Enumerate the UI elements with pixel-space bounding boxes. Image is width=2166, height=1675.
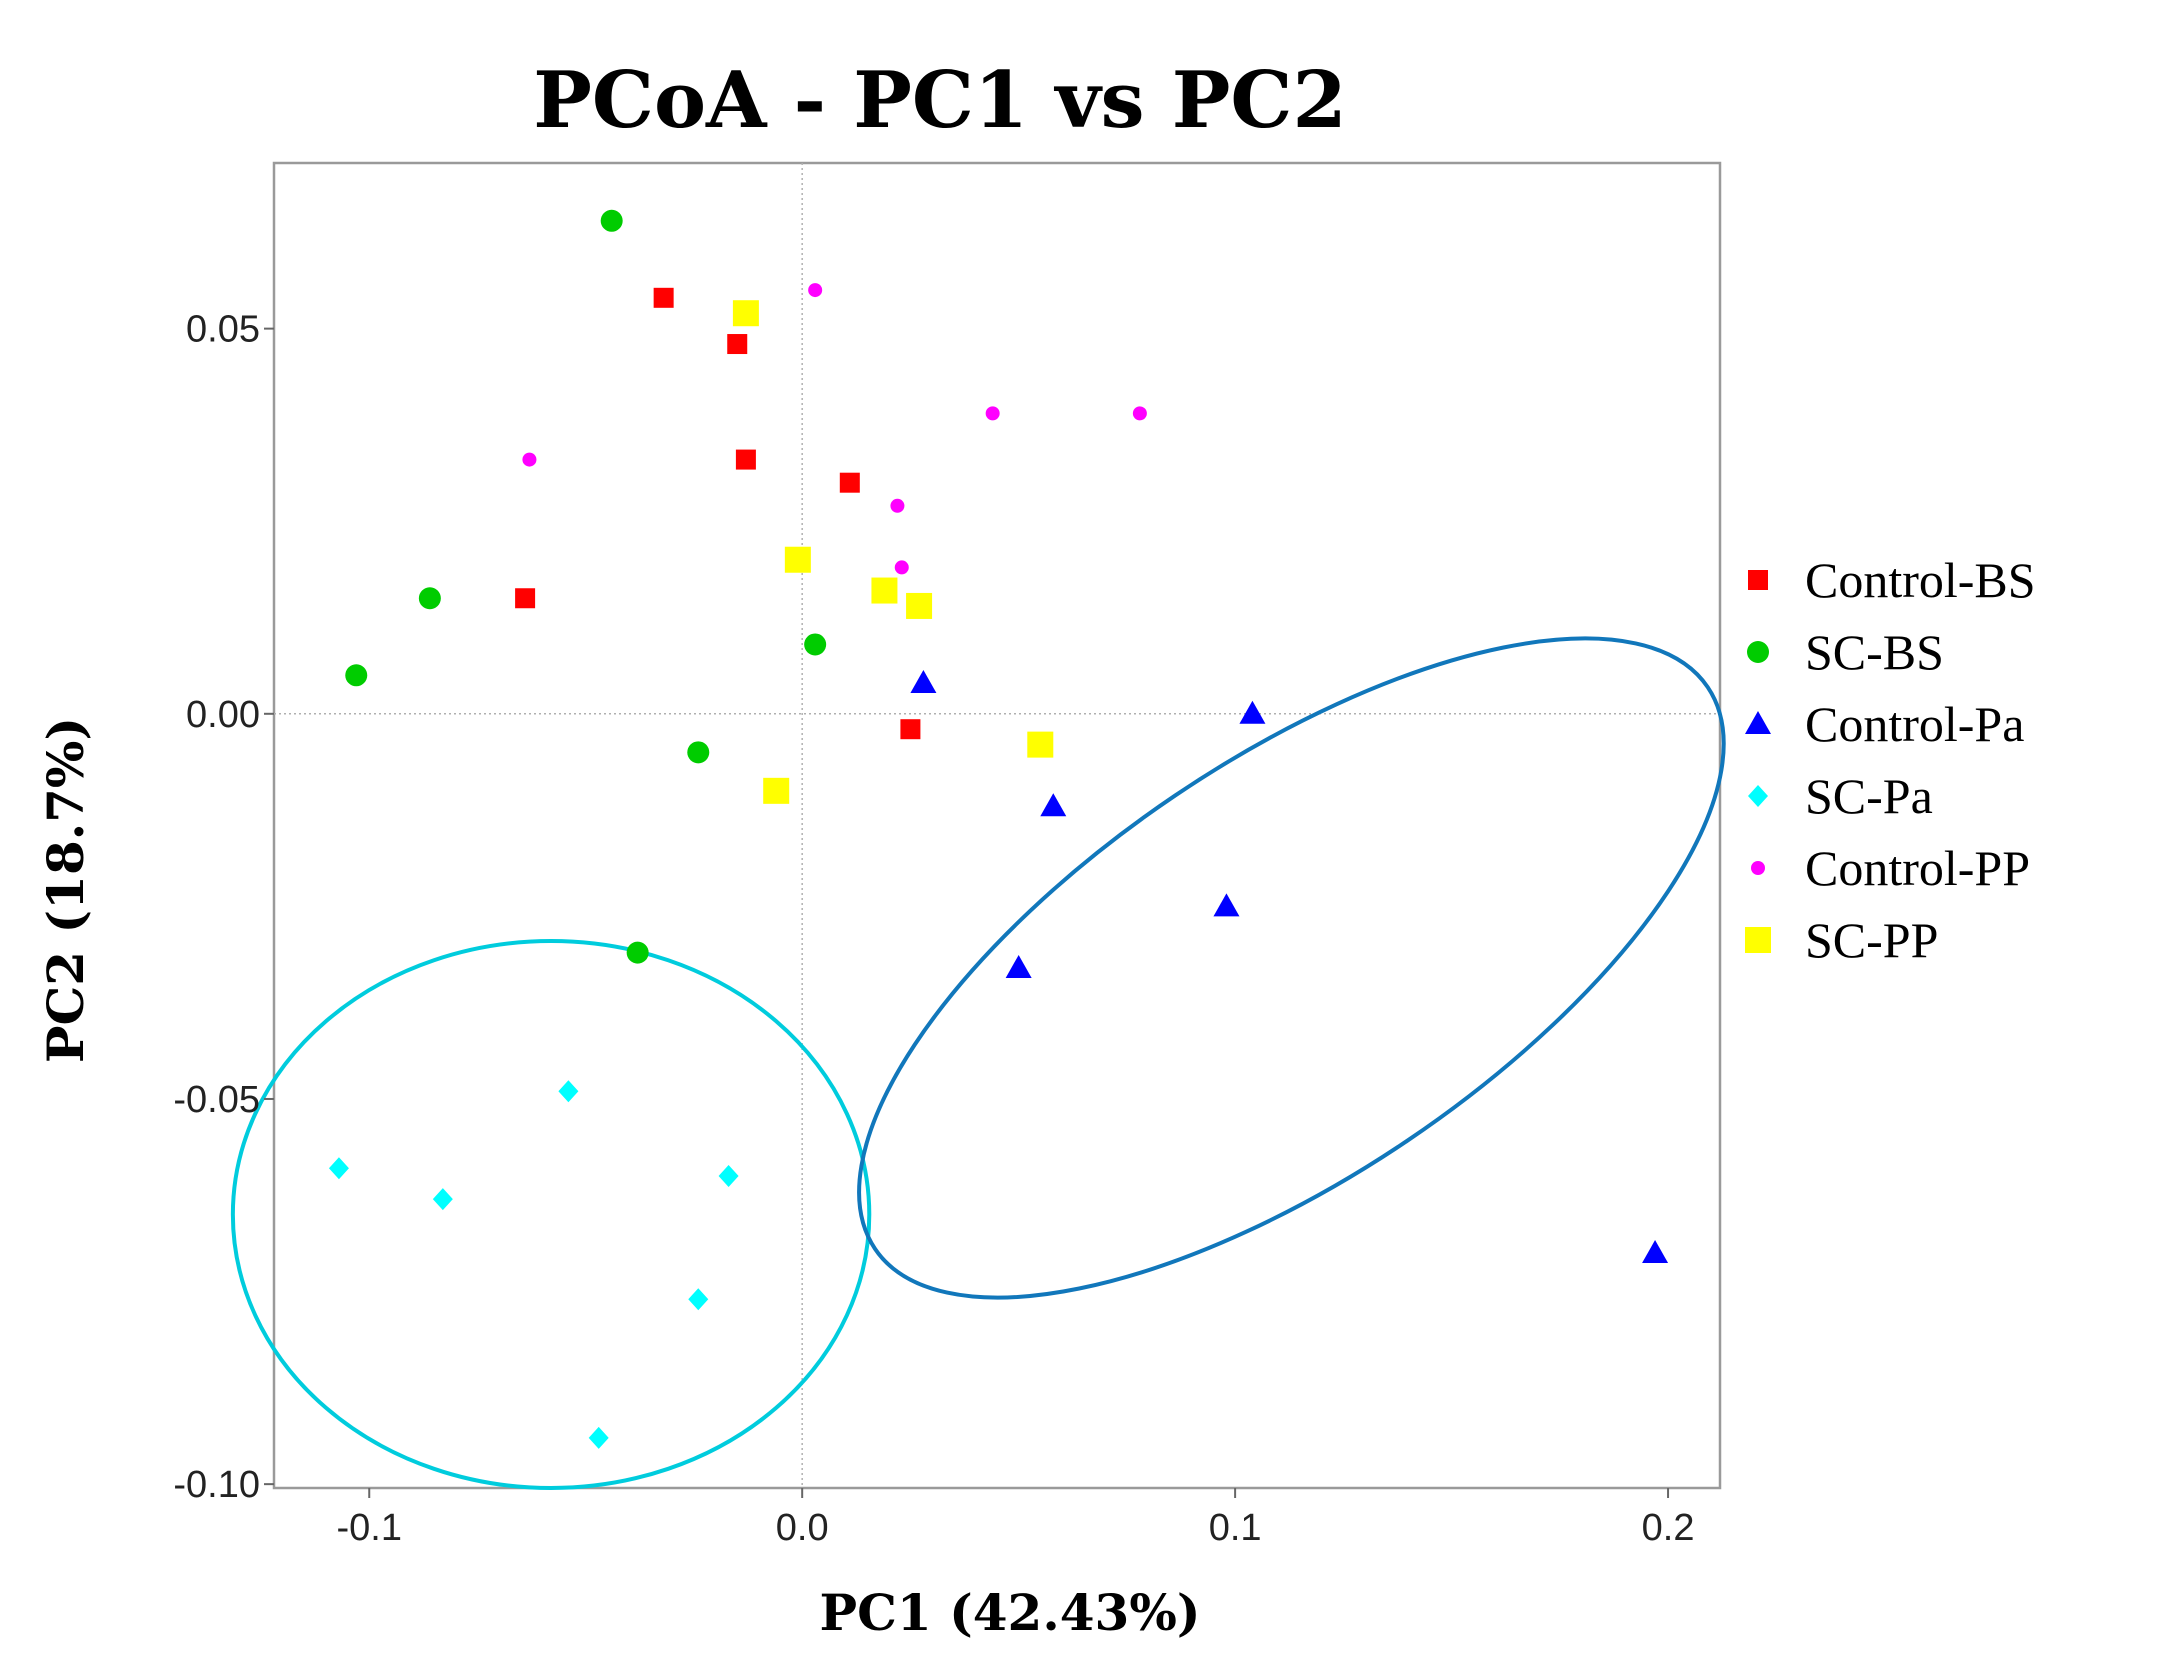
point-control-pp [890,498,905,513]
point-sc-pp [871,577,898,604]
point-control-bs [900,719,921,740]
legend-marker-control-pa [1745,711,1771,734]
point-sc-bs [804,633,827,656]
x-tick-label: 0.2 [1642,1507,1695,1549]
point-control-pp [1132,406,1147,421]
point-sc-pp [784,546,811,573]
point-control-pa [1642,1240,1669,1264]
point-sc-pp [906,592,933,619]
point-sc-pa [432,1188,453,1211]
legend-label-sc-bs: SC-BS [1805,624,1944,680]
x-tick-label: 0.1 [1209,1507,1262,1549]
legend-marker-sc-pa [1748,785,1768,807]
point-control-pp [894,560,909,575]
point-sc-bs [687,741,710,764]
data-points [328,209,1669,1449]
legend-label-sc-pp: SC-PP [1805,912,1938,968]
point-control-pa [1040,793,1067,817]
point-sc-pp [1027,731,1054,758]
point-control-bs [515,588,536,609]
group-ellipses [230,636,1726,1490]
y-tick-label: 0.00 [186,694,260,736]
x-tick-label: -0.1 [337,1507,402,1549]
point-sc-pp [763,777,790,804]
point-sc-bs [626,941,649,964]
point-control-bs [735,449,756,470]
legend-label-sc-pa: SC-Pa [1805,768,1933,824]
ellipse-control-pa [857,636,1726,1300]
plot-frame [272,161,1722,1490]
point-sc-bs [418,587,441,610]
point-control-pa [1213,893,1240,917]
x-axis-title: PC1 (42.43%) [820,1583,1201,1642]
point-sc-pa [688,1288,709,1311]
y-tick-label: -0.10 [173,1464,260,1506]
zero-grid-lines [274,163,1720,1488]
point-sc-bs [345,664,368,687]
point-sc-pa [558,1080,579,1103]
chart-title: PCoA - PC1 vs PC2 [533,55,1347,146]
point-control-bs [727,334,748,355]
legend-label-control-pp: Control-PP [1805,840,2030,896]
legend-label-control-bs: Control-BS [1805,552,2036,608]
point-control-bs [653,287,674,308]
ellipse-sc-pa [230,939,872,1490]
y-tick-label: 0.05 [186,309,260,351]
legend-label-control-pa: Control-Pa [1805,696,2024,752]
point-control-pa [910,669,937,693]
point-sc-pa [328,1157,349,1180]
legend-marker-sc-bs [1747,641,1769,663]
point-sc-bs [600,209,623,232]
point-control-pa [1239,700,1266,724]
point-sc-pp [732,300,759,327]
point-control-pp [522,452,537,467]
axis-ticks: -0.1 0.0 0.1 0.2 0.05 0.00 -0.05 -0.10 [173,309,1694,1549]
legend-marker-control-bs [1748,570,1768,590]
legend: Control-BS SC-BS Control-Pa SC-Pa Control-PP… [1745,552,2036,968]
point-sc-pa [718,1165,739,1188]
point-control-pa [1005,955,1032,979]
x-tick-label: 0.0 [776,1507,829,1549]
legend-marker-control-pp [1751,861,1765,875]
y-axis-title: PC2 (18.7%) [36,717,95,1063]
y-tick-label: -0.05 [173,1079,260,1121]
point-control-bs [839,472,860,493]
point-control-pp [808,283,823,298]
point-control-pp [985,406,1000,421]
legend-marker-sc-pp [1745,927,1771,953]
point-sc-pa [588,1426,609,1449]
